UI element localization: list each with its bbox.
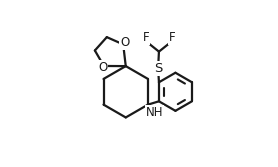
Text: F: F bbox=[142, 31, 149, 44]
Text: O: O bbox=[98, 61, 108, 74]
Text: O: O bbox=[120, 36, 130, 49]
Text: S: S bbox=[154, 62, 162, 75]
Text: F: F bbox=[169, 31, 175, 44]
Text: NH: NH bbox=[146, 106, 163, 119]
